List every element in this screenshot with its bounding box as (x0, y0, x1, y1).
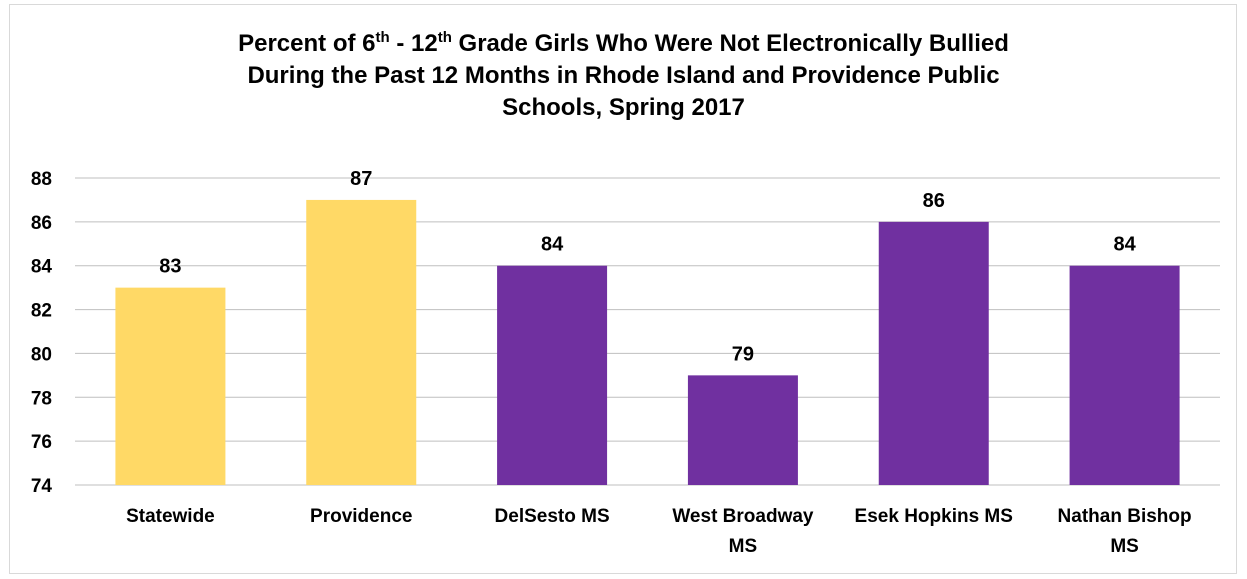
x-tick-label: MS (729, 536, 758, 557)
y-tick-label: 80 (31, 344, 52, 365)
bar (497, 265, 608, 485)
data-label: 84 (541, 234, 564, 256)
y-tick-label: 86 (31, 213, 52, 234)
title-line-1: Percent of 6th - 12th Grade Girls Who We… (0, 28, 1247, 60)
title-superscript: th (375, 29, 390, 46)
bar (878, 221, 989, 485)
y-tick-label: 78 (31, 388, 52, 409)
title-superscript: th (437, 29, 452, 46)
gridlines (75, 177, 1220, 486)
bar (1069, 265, 1180, 485)
x-tick-label: MS (1110, 536, 1139, 557)
title-line-3: Schools, Spring 2017 (502, 94, 745, 121)
bar (115, 287, 226, 485)
title-line-2: During the Past 12 Months in Rhode Islan… (247, 62, 1000, 89)
y-tick-label: 76 (31, 432, 52, 453)
y-axis: 74 76 78 80 82 84 86 88 (31, 169, 53, 497)
title-part: Grade Girls Who Were Not Electronically … (451, 30, 1009, 57)
x-tick-label: Statewide (126, 506, 215, 527)
data-label: 87 (350, 168, 372, 190)
x-tick-label: Esek Hopkins MS (855, 506, 1013, 527)
bar (306, 199, 417, 485)
x-tick-label: Providence (310, 506, 412, 527)
bar (687, 375, 798, 485)
data-labels: 83 87 84 79 86 84 (159, 168, 1136, 365)
data-label: 86 (923, 190, 945, 212)
x-axis: Statewide Providence DelSesto MS West Broad… (126, 506, 1192, 557)
title-part: - 12 (389, 30, 438, 57)
y-tick-label: 74 (31, 476, 53, 497)
y-tick-label: 82 (31, 301, 52, 322)
x-tick-label: DelSesto MS (495, 506, 610, 527)
title-part: Percent of 6 (238, 30, 376, 57)
x-tick-label: Nathan Bishop (1058, 506, 1192, 527)
data-label: 79 (732, 343, 754, 365)
bars (115, 199, 1180, 485)
chart-title: Percent of 6th - 12th Grade Girls Who We… (0, 28, 1247, 124)
y-tick-label: 88 (31, 169, 52, 190)
data-label: 84 (1113, 234, 1136, 256)
x-tick-label: West Broadway (672, 506, 814, 527)
data-label: 83 (159, 256, 181, 278)
y-tick-label: 84 (31, 257, 53, 278)
